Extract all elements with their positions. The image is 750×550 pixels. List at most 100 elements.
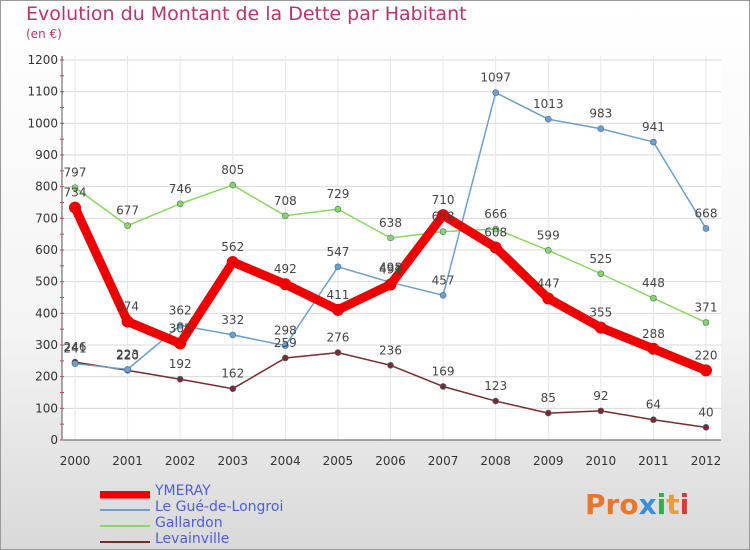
data-point-ymeray [121,315,134,328]
y-tick-label: 500 [35,275,58,289]
y-tick-label: 700 [35,211,58,225]
data-point-ymeray [594,321,607,334]
data-label-le-gue-de-longroi: 498 [379,260,402,274]
chart-subtitle: (en €) [26,27,62,41]
data-label-le-gue-de-longroi: 547 [326,245,349,259]
data-label-gallardon: 448 [642,276,665,290]
data-point-gallardon [544,247,552,254]
data-label-le-gue-de-longroi: 668 [695,206,718,220]
data-label-ymeray: 288 [642,327,665,341]
data-point-gallardon [387,234,394,242]
data-point-gallardon [176,200,184,208]
data-point-gallardon [702,319,710,326]
data-point-ymeray [700,364,712,377]
legend-label-le-gue-de-longroi: Le Gué-de-Longroi [155,499,284,515]
data-point-le-gue-de-longroi [544,115,552,123]
y-tick-label: 1100 [27,85,58,99]
data-point-le-gue-de-longroi [597,125,605,133]
data-label-ymeray: 374 [116,300,139,314]
data-point-ymeray [331,303,344,316]
data-point-ymeray [279,278,292,291]
data-label-levainville: 64 [646,398,661,412]
plot-area [62,56,721,440]
data-label-le-gue-de-longroi: 223 [116,347,139,361]
data-label-ymeray: 734 [64,186,87,200]
data-label-gallardon: 666 [484,207,507,221]
y-tick-label: 400 [35,306,58,320]
data-point-le-gue-de-longroi [334,263,342,271]
x-tick-label: 2009 [533,454,564,468]
data-label-ymeray: 492 [274,262,297,276]
legend-item-ymeray: YMERAY [100,483,360,500]
data-label-ymeray: 491 [379,263,402,277]
legend-swatch-le-gue-de-longroi [100,509,150,511]
x-tick-label: 2011 [638,454,669,468]
data-point-levainville [439,383,447,390]
legend: YMERAY Le Gué-de-Longroi Gallardon Levai… [100,483,360,548]
data-point-ymeray [226,256,239,269]
legend-item-le-gue-de-longroi: Le Gué-de-Longroi [100,499,360,516]
legend-item-gallardon: Gallardon [100,515,360,532]
data-point-ymeray [437,209,450,222]
x-tick-label: 2008 [480,454,511,468]
data-label-le-gue-de-longroi: 332 [221,313,244,327]
data-label-levainville: 123 [484,379,507,393]
y-tick-label: 1200 [27,53,58,67]
data-point-gallardon [71,184,79,191]
data-label-ymeray: 355 [589,306,612,320]
y-tick-label: 0 [50,433,58,447]
data-label-gallardon: 805 [221,163,244,177]
data-point-ymeray [69,201,81,214]
data-label-le-gue-de-longroi: 362 [169,303,192,317]
data-point-gallardon [597,270,605,278]
x-tick-label: 2006 [375,454,406,468]
data-point-levainville [544,409,552,417]
data-label-levainville: 236 [379,343,402,357]
legend-swatch-levainville [100,541,150,543]
data-label-levainville: 259 [274,336,297,350]
data-point-levainville [229,385,237,393]
data-label-le-gue-de-longroi: 457 [432,273,455,287]
data-point-ymeray [542,292,555,305]
data-point-levainville [387,361,394,369]
x-tick-label: 2004 [270,454,301,468]
data-label-ymeray: 562 [221,240,244,254]
data-label-levainville: 92 [593,389,608,403]
data-point-gallardon [124,222,131,229]
data-point-levainville [650,416,657,424]
legend-swatch-gallardon [100,525,150,527]
data-label-gallardon: 599 [537,228,560,242]
data-label-levainville: 85 [541,391,556,405]
data-point-levainville [176,375,184,383]
data-label-ymeray: 608 [484,225,507,239]
data-label-le-gue-de-longroi: 941 [642,120,665,134]
data-label-levainville: 169 [432,364,455,378]
data-label-gallardon: 746 [169,182,192,196]
x-tick-label: 2002 [165,454,196,468]
data-point-le-gue-de-longroi [439,291,447,299]
data-label-ymeray: 305 [169,321,192,335]
data-point-ymeray [174,337,187,350]
data-label-ymeray: 411 [326,288,349,302]
data-point-le-gue-de-longroi [229,331,237,339]
data-label-levainville: 246 [64,340,87,354]
x-tick-label: 2005 [323,454,354,468]
x-tick-label: 2003 [217,454,248,468]
data-point-gallardon [439,228,447,235]
data-point-gallardon [229,181,237,189]
data-point-le-gue-de-longroi [492,89,499,96]
y-tick-label: 600 [35,243,58,257]
data-label-gallardon: 658 [432,210,455,224]
data-label-levainville: 220 [116,348,139,362]
data-point-gallardon [334,205,342,213]
data-point-le-gue-de-longroi [124,366,131,373]
data-label-ymeray: 220 [695,348,718,362]
data-label-levainville: 192 [169,357,192,371]
data-label-gallardon: 729 [326,187,349,201]
data-label-gallardon: 525 [589,252,612,266]
x-tick-label: 2007 [428,454,459,468]
data-label-levainville: 276 [326,331,349,345]
y-tick-label: 300 [35,338,58,352]
y-tick-label: 200 [35,370,58,384]
